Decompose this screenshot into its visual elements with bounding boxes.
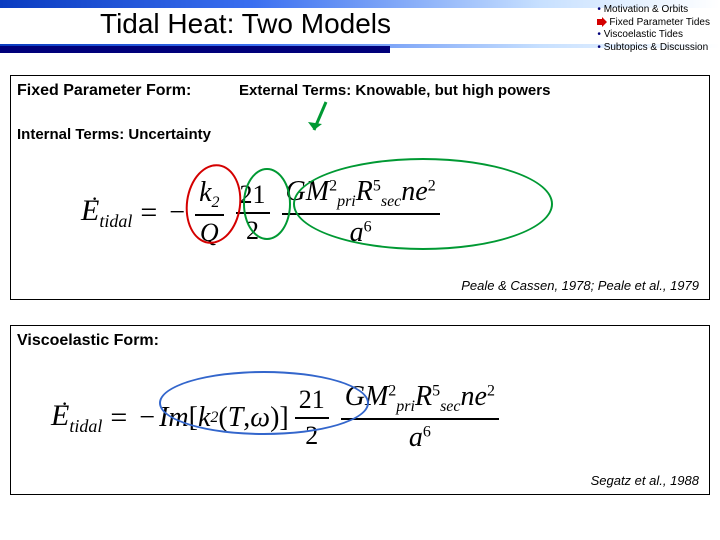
outline-label: Viscoelastic Tides (604, 29, 683, 40)
eq-lhs: · Etidal (51, 399, 102, 437)
viscoelastic-panel: Viscoelastic Form: · Etidal = − Im [ k2 … (10, 325, 710, 495)
slide-title: Tidal Heat: Two Models (100, 8, 391, 40)
eq-minus: − (169, 197, 185, 229)
eq-bracket-l: [ (189, 402, 198, 434)
eq-paren-r: ) (270, 402, 279, 434)
eq-equals: = (140, 196, 157, 230)
equation-fixed: · Etidal = − k2 Q 21 2 GM2priR5secne2 a6 (81, 176, 446, 249)
frac-main: GM2priR5secne2 a6 (282, 176, 440, 249)
fixed-parameter-panel: Fixed Parameter Form: External Terms: Kn… (10, 75, 710, 300)
outline-item-1: Fixed Parameter Tides (597, 17, 710, 30)
dot-icon: · (61, 391, 68, 417)
internal-terms-label: Internal Terms: Uncertainty (17, 126, 211, 143)
outline-item-2: • Viscoelastic Tides (597, 29, 710, 42)
fixed-param-label: Fixed Parameter Form: (17, 82, 191, 100)
outline-list: • Motivation & Orbits Fixed Parameter Ti… (597, 4, 710, 54)
frac-k2Q: k2 Q (195, 177, 223, 248)
dot-icon: · (91, 186, 98, 212)
eq-bracket-r: ] (279, 402, 288, 434)
equation-viscoelastic: · Etidal = − Im [ k2 ( T, ω ) ] 21 2 GM2… (51, 381, 505, 454)
outline-label: Motivation & Orbits (604, 4, 688, 15)
eq-minus: − (139, 402, 155, 434)
bullet-icon: • (597, 4, 601, 15)
citation-1: Peale & Cassen, 1978; Peale et al., 1979 (461, 278, 699, 293)
viscoelastic-label: Viscoelastic Form: (17, 332, 159, 350)
frac-main-b: GM2priR5secne2 a6 (341, 381, 499, 454)
bullet-icon: • (597, 42, 601, 53)
arrow-icon (597, 17, 607, 27)
outline-label: Fixed Parameter Tides (609, 17, 710, 28)
outline-item-3: • Subtopics & Discussion (597, 42, 710, 55)
bullet-icon: • (597, 29, 601, 40)
green-arrow-icon (306, 100, 336, 140)
frac-21-2: 21 2 (236, 180, 270, 246)
external-terms-label: External Terms: Knowable, but high power… (239, 82, 550, 99)
title-band: Tidal Heat: Two Models • Motivation & Or… (0, 0, 720, 58)
eq-paren-l: ( (218, 402, 227, 434)
eq-lhs: · Etidal (81, 194, 132, 232)
outline-label: Subtopics & Discussion (604, 42, 709, 53)
citation-2: Segatz et al., 1988 (591, 473, 699, 488)
eq-Im: Im (159, 402, 189, 434)
title-underbar (0, 46, 390, 53)
frac-21-2b: 21 2 (295, 385, 329, 451)
outline-item-0: • Motivation & Orbits (597, 4, 710, 17)
eq-equals: = (110, 401, 127, 435)
